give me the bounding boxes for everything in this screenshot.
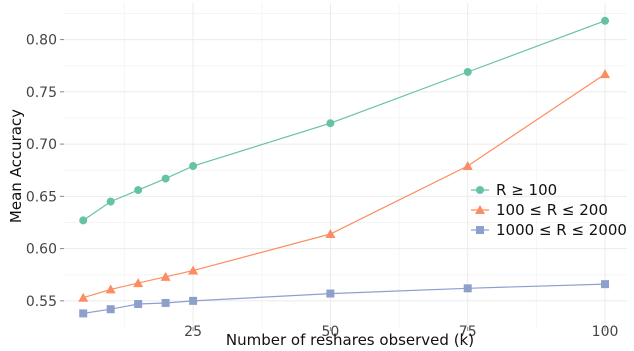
data-point (78, 292, 89, 302)
legend-entry: 1000 ≤ R ≤ 2000 (471, 221, 627, 239)
y-axis-ticks: 0.55 0.60 0.65 0.70 0.75 0.80 (26, 33, 64, 310)
x-axis-label: Number of reshares observed (k) (226, 331, 474, 349)
data-point (463, 67, 472, 76)
data-point (106, 305, 115, 314)
data-point (133, 278, 144, 288)
y-tick-label: 0.75 (26, 85, 57, 101)
data-point (189, 162, 198, 171)
series-line (83, 73, 606, 299)
legend-label: 100 ≤ R ≤ 200 (496, 201, 608, 219)
grid (64, 3, 627, 327)
data-point (188, 265, 199, 275)
series-2 (78, 69, 611, 302)
data-point (161, 298, 170, 307)
legend-label: R ≥ 100 (496, 181, 557, 199)
y-tick-label: 0.70 (26, 137, 57, 153)
y-tick-label: 0.55 (26, 294, 57, 310)
y-tick-label: 0.60 (26, 242, 57, 258)
series-line (83, 283, 606, 314)
data-point (463, 284, 472, 293)
series-3 (79, 280, 610, 318)
data-point (105, 284, 116, 294)
data-point (326, 119, 335, 128)
data-point (134, 186, 143, 195)
x-tick-label: 25 (184, 324, 202, 340)
x-tick-label: 75 (459, 324, 477, 340)
x-axis-ticks: 25 50 75 100 (184, 324, 618, 340)
data-point (160, 271, 171, 281)
legend-entry: R ≥ 100 (471, 181, 557, 199)
series-line (82, 20, 606, 221)
data-point (189, 296, 198, 305)
legend-label: 1000 ≤ R ≤ 2000 (496, 221, 627, 239)
data-point (325, 228, 336, 238)
series-group (78, 16, 611, 318)
legend-entry: 100 ≤ R ≤ 200 (471, 201, 608, 219)
x-tick-label: 50 (321, 324, 339, 340)
legend: R ≥ 100 100 ≤ R ≤ 200 1000 ≤ R ≤ 2000 (471, 181, 627, 239)
series-1 (79, 16, 610, 225)
x-tick-label: 100 (592, 324, 619, 340)
legend-key-marker (476, 186, 484, 194)
data-point (326, 289, 335, 298)
data-point (79, 309, 88, 318)
y-tick-label: 0.80 (26, 33, 57, 49)
y-tick-label: 0.65 (26, 189, 57, 205)
y-axis-label: Mean Accuracy (7, 109, 25, 223)
data-point (600, 69, 611, 79)
data-point (161, 174, 170, 183)
data-point (134, 300, 143, 309)
data-point (462, 161, 473, 171)
data-point (106, 197, 115, 206)
data-point (601, 16, 610, 25)
data-point (79, 216, 88, 225)
legend-key-marker (476, 226, 484, 234)
data-point (601, 280, 610, 289)
legend-key-marker (475, 205, 485, 214)
